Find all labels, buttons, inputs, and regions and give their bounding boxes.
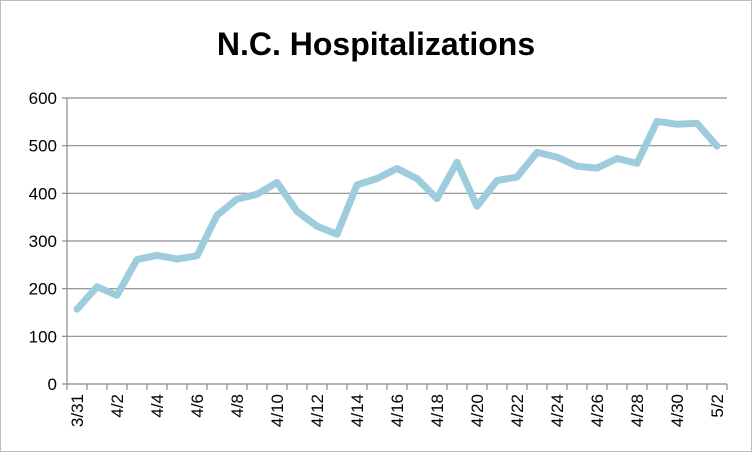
y-tick-label: 400 [29,184,57,203]
x-tick-label: 4/16 [388,394,407,427]
x-tick-label: 3/31 [68,394,87,427]
chart-title: N.C. Hospitalizations [216,26,536,62]
y-tick-label: 500 [29,137,57,156]
x-tick-label: 4/30 [668,394,687,427]
x-tick-label: 4/28 [628,394,647,427]
y-tick-label: 600 [29,89,57,108]
y-tick-label: 300 [29,232,57,251]
x-tick-label: 4/14 [348,394,367,427]
x-tick-label: 4/24 [548,394,567,427]
x-tick-label: 4/12 [308,394,327,427]
x-tick-label: 4/8 [228,394,247,418]
x-tick-label: 4/22 [508,394,527,427]
series-line [73,117,721,313]
x-tick-label: 4/4 [148,394,167,418]
x-tick-label: 4/2 [108,394,127,418]
x-tick-label: 4/10 [268,394,287,427]
x-tick-label: 4/6 [188,394,207,418]
y-tick-label: 200 [29,280,57,299]
y-tick-label: 100 [29,327,57,346]
x-tick-label: 4/20 [468,394,487,427]
x-tick-label: 5/2 [708,394,727,418]
x-tick-label: 4/18 [428,394,447,427]
y-tick-label: 0 [48,375,57,394]
x-tick-label: 4/26 [588,394,607,427]
